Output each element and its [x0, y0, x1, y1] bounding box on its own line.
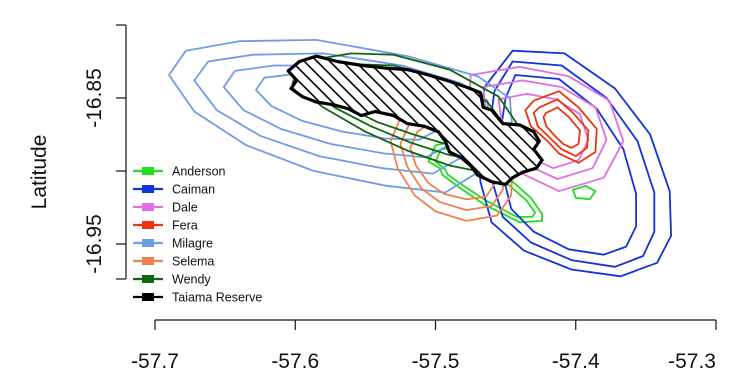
y-axis: -16.85 -16.95 Latitude	[28, 24, 127, 280]
reserve-layer	[286, 54, 544, 186]
legend-label: Dale	[172, 201, 198, 215]
legend-swatch	[142, 203, 154, 211]
legend-item-taiama-reserve: Taiama Reserve	[133, 291, 262, 305]
legend-label: Milagre	[172, 237, 213, 251]
y-axis-label: Latitude	[28, 135, 51, 210]
series-fera	[524, 90, 598, 164]
legend: Anderson Caiman Dale Fera Milagre Selema	[133, 165, 262, 305]
legend-item-wendy: Wendy	[133, 273, 211, 287]
legend-label: Caiman	[172, 183, 215, 197]
legend-swatch	[142, 239, 154, 247]
legend-swatch	[142, 257, 154, 265]
legend-swatch	[142, 275, 154, 283]
y-tick-label: -16.85	[83, 68, 106, 128]
fera-contour-line	[532, 98, 590, 158]
legend-label: Wendy	[172, 273, 211, 287]
x-axis: -57.7 -57.6 -57.5 -57.4 -57.3	[131, 319, 717, 373]
legend-swatch	[142, 221, 154, 229]
legend-label: Fera	[172, 219, 198, 233]
series-anderson	[427, 141, 597, 224]
legend-swatch	[142, 167, 154, 175]
fera-contour-line	[524, 90, 598, 164]
legend-item-selema: Selema	[133, 255, 214, 269]
legend-item-caiman: Caiman	[133, 183, 215, 197]
legend-swatch	[142, 185, 154, 193]
x-tick-label: -57.5	[412, 350, 460, 373]
legend-item-anderson: Anderson	[133, 165, 226, 179]
anderson-contour-line	[572, 184, 597, 201]
fera-contour-line	[542, 106, 581, 149]
milagre-contour-line	[193, 52, 490, 175]
legend-swatch	[142, 293, 154, 301]
legend-label: Taiama Reserve	[172, 291, 262, 305]
x-tick-label: -57.4	[552, 350, 600, 373]
milagre-contour-line	[168, 39, 514, 194]
anderson-contour-line	[434, 146, 536, 218]
anderson-contour-line	[427, 141, 543, 224]
legend-label: Selema	[172, 255, 214, 269]
x-tick-label: -57.3	[668, 350, 716, 373]
legend-item-fera: Fera	[133, 219, 198, 233]
legend-item-dale: Dale	[133, 201, 198, 215]
x-tick-label: -57.7	[131, 350, 179, 373]
x-tick-label: -57.6	[271, 350, 319, 373]
y-tick-label: -16.95	[83, 214, 106, 274]
legend-label: Anderson	[172, 165, 226, 179]
taiama-reserve-polygon	[286, 54, 544, 186]
legend-item-milagre: Milagre	[133, 237, 213, 251]
